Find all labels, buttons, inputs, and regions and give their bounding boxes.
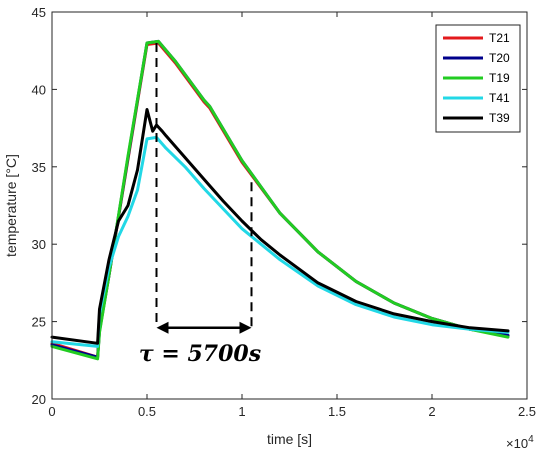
x-axis-multiplier-exponent: 4 (528, 434, 534, 445)
tau-annotation: τ = 5700s (139, 42, 261, 367)
x-tick-label: 1.5 (328, 404, 346, 419)
tau-label: τ = 5700s (139, 341, 261, 367)
tau-arrow-head-right (239, 321, 252, 334)
legend-label-t19: T19 (489, 71, 510, 85)
tau-arrow-head-left (156, 321, 169, 334)
x-axis-multiplier-base: ×10 (506, 436, 528, 451)
series-line-t19 (50, 39, 510, 361)
legend-label-t39: T39 (489, 111, 510, 125)
plot-area-frame (51, 11, 528, 400)
x-axis-label: time [s] (267, 431, 312, 447)
x-tick-label: 2.5 (518, 404, 536, 419)
legend-label-t41: T41 (489, 91, 510, 105)
legend: T21 T20 T19 T41 T39 (435, 24, 521, 133)
legend-label-t20: T20 (489, 51, 510, 65)
series-line-t39 (50, 108, 510, 345)
x-tick-label: 1 (238, 404, 245, 419)
axis-ticks: 0 0.5 1 1.5 2 2.5 20 25 30 35 40 45 (32, 5, 537, 419)
y-tick-label: 35 (32, 160, 46, 175)
y-tick-label: 25 (32, 315, 46, 330)
series-layer (50, 39, 510, 361)
x-axis-multiplier: ×104 (506, 434, 534, 451)
x-tick-label: 2 (428, 404, 435, 419)
legend-label-t21: T21 (489, 31, 510, 45)
x-tick-label: 0 (48, 404, 55, 419)
series-line-t41 (50, 135, 510, 348)
x-tick-label: 0.5 (138, 404, 156, 419)
y-tick-label: 45 (32, 5, 46, 20)
y-tick-label: 30 (32, 237, 46, 252)
y-tick-label: 40 (32, 82, 46, 97)
y-axis-label: temperature [°C] (3, 154, 19, 257)
y-tick-label: 20 (32, 392, 46, 407)
